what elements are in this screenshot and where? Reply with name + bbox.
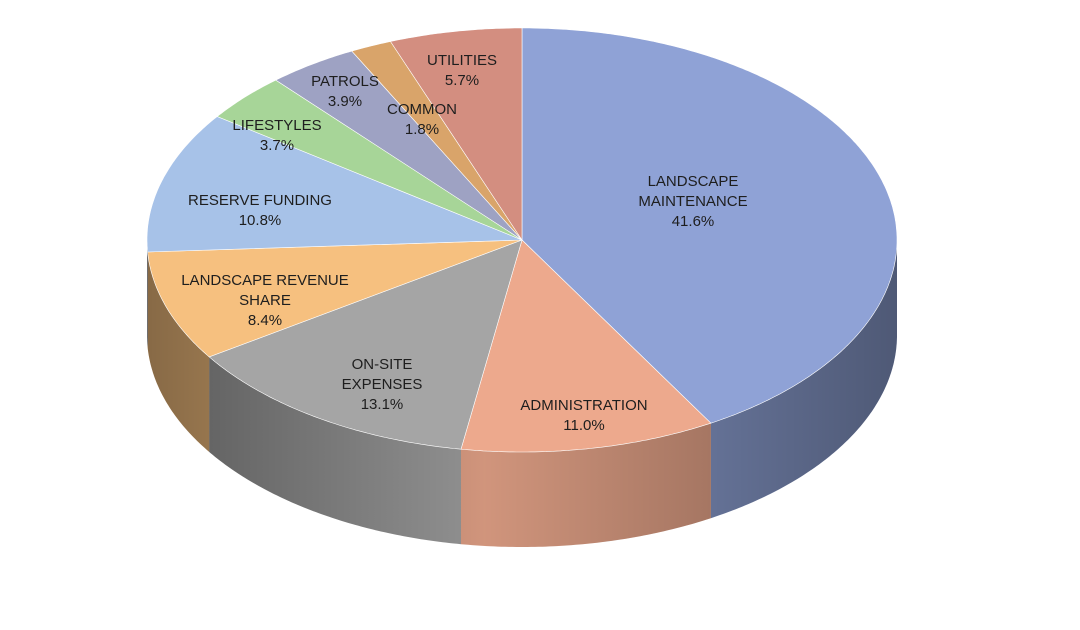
slice-label: ADMINISTRATION 11.0%	[499, 396, 669, 436]
category-name: LANDSCAPE MAINTENANCE	[638, 173, 748, 210]
category-name: LANDSCAPE REVENUE SHARE	[181, 272, 349, 309]
slice-label: PATROLS 3.9%	[305, 72, 385, 112]
category-name: ON-SITE EXPENSES	[341, 356, 423, 393]
category-name: RESERVE FUNDING	[188, 192, 332, 209]
value-label: 8.4%	[247, 312, 283, 329]
slice	[146, 116, 523, 253]
value-label: 3.9%	[327, 93, 363, 110]
slice-label: LANDSCAPE REVENUE SHARE 8.4%	[180, 271, 350, 331]
slice	[208, 239, 523, 450]
category-name: ADMINISTRATION	[520, 397, 648, 414]
slice-label: UTILITIES 5.7%	[412, 51, 512, 91]
slice-label: RESERVE FUNDING 10.8%	[170, 191, 350, 231]
value-label: 10.8%	[238, 212, 282, 229]
value-label: 13.1%	[360, 396, 404, 413]
slice	[521, 27, 898, 424]
slice	[390, 27, 523, 241]
category-name: COMMON	[387, 101, 457, 118]
slice-label: LIFESTYLES 3.7%	[217, 116, 337, 156]
slice	[460, 239, 712, 453]
slice-label: COMMON 1.8%	[372, 100, 472, 140]
slice-label: LANDSCAPE MAINTENANCE 41.6%	[618, 172, 768, 232]
side-shade	[147, 240, 897, 547]
value-label: 5.7%	[444, 72, 480, 89]
slice	[216, 79, 523, 241]
category-name: UTILITIES	[426, 52, 497, 69]
value-label: 3.7%	[259, 137, 295, 154]
value-label: 1.8%	[404, 121, 440, 138]
slice	[275, 50, 523, 241]
value-label: 11.0%	[563, 417, 605, 434]
slice	[147, 239, 523, 358]
slice	[351, 41, 523, 241]
slice-label: ON-SITE EXPENSES 13.1%	[322, 355, 442, 415]
value-label: 41.6%	[671, 213, 715, 230]
category-name: LIFESTYLES	[232, 117, 322, 134]
category-name: PATROLS	[311, 73, 379, 90]
